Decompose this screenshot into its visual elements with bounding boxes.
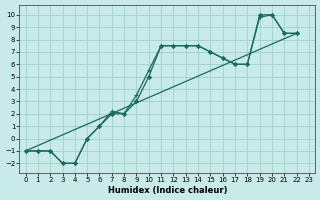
X-axis label: Humidex (Indice chaleur): Humidex (Indice chaleur) [108, 186, 227, 195]
